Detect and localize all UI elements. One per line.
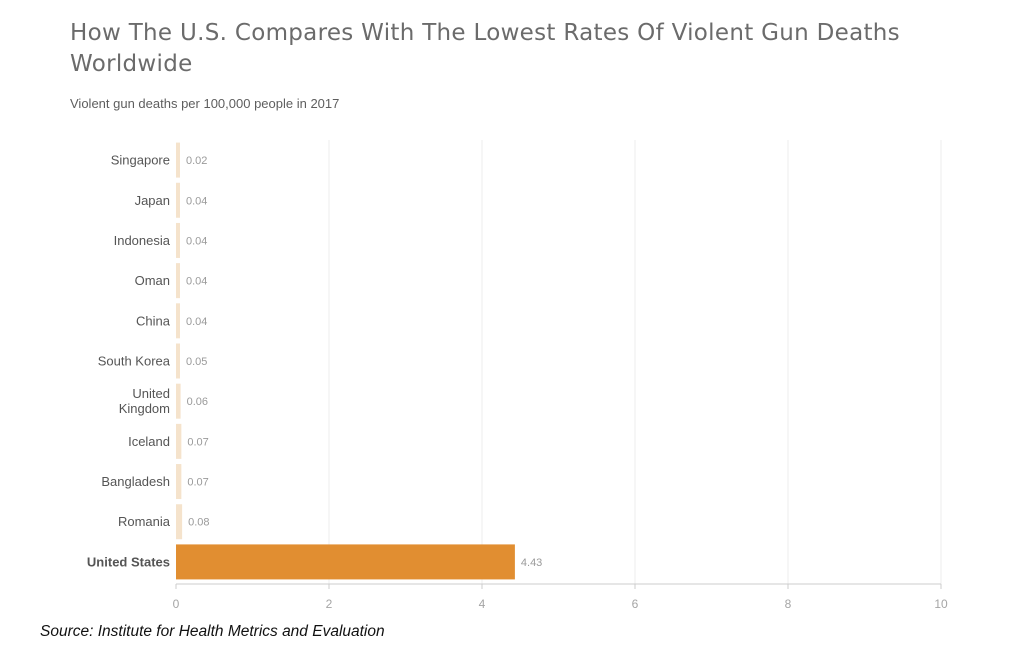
category-label-line: South Korea bbox=[98, 354, 171, 369]
bar bbox=[176, 222, 180, 258]
chart-subtitle: Violent gun deaths per 100,000 people in… bbox=[70, 96, 340, 111]
value-label: 0.04 bbox=[186, 276, 207, 288]
value-label: 0.04 bbox=[186, 235, 207, 247]
category-label: United States bbox=[87, 554, 170, 569]
category-label-line: United States bbox=[87, 554, 170, 569]
bar bbox=[176, 423, 182, 459]
bar bbox=[176, 383, 181, 419]
category-label: Romania bbox=[118, 514, 171, 529]
category-label: South Korea bbox=[98, 354, 171, 369]
value-label: 0.06 bbox=[187, 396, 208, 408]
value-label: 0.04 bbox=[186, 316, 207, 328]
category-label-line: Indonesia bbox=[114, 233, 171, 248]
category-label-line: Iceland bbox=[128, 434, 170, 449]
category-label-line: Singapore bbox=[111, 153, 170, 168]
x-tick-label: 10 bbox=[934, 597, 948, 611]
x-tick-label: 2 bbox=[326, 597, 333, 611]
bar bbox=[176, 182, 180, 218]
bar bbox=[176, 142, 180, 178]
category-label-line: Romania bbox=[118, 514, 171, 529]
bar bbox=[176, 303, 180, 339]
x-axis: 0 2 4 6 8 10 bbox=[173, 583, 948, 611]
category-label-line: China bbox=[136, 313, 171, 328]
category-label-line: Japan bbox=[135, 193, 170, 208]
x-tick-label: 8 bbox=[785, 597, 792, 611]
category-label: United Kingdom bbox=[119, 386, 170, 416]
value-label: 0.07 bbox=[187, 436, 208, 448]
category-label: Indonesia bbox=[114, 233, 171, 248]
bars bbox=[176, 142, 515, 580]
category-label-line: United bbox=[132, 386, 170, 401]
category-label: Japan bbox=[135, 193, 170, 208]
value-label: 4.43 bbox=[521, 557, 542, 569]
category-label: Bangladesh bbox=[101, 474, 170, 489]
category-label-line: Bangladesh bbox=[101, 474, 170, 489]
chart-title: How The U.S. Compares With The Lowest Ra… bbox=[70, 20, 900, 77]
bar bbox=[176, 544, 515, 580]
value-label: 0.05 bbox=[186, 356, 207, 368]
value-label: 0.07 bbox=[187, 477, 208, 489]
x-tick-label: 4 bbox=[479, 597, 486, 611]
category-label: Oman bbox=[135, 273, 170, 288]
bar bbox=[176, 464, 182, 500]
bar bbox=[176, 343, 180, 379]
category-label: Singapore bbox=[111, 153, 170, 168]
category-label: Iceland bbox=[128, 434, 170, 449]
category-label-line: Kingdom bbox=[119, 401, 170, 416]
value-label: 0.02 bbox=[186, 155, 207, 167]
value-label: 0.04 bbox=[186, 195, 207, 207]
x-tick-label: 6 bbox=[632, 597, 639, 611]
bar bbox=[176, 263, 180, 299]
category-label-line: Oman bbox=[135, 273, 170, 288]
gridlines bbox=[328, 140, 942, 584]
value-label: 0.08 bbox=[188, 517, 209, 529]
category-labels: Singapore Japan Indonesia Oman China South Ko… bbox=[87, 153, 171, 570]
x-tick-label: 0 bbox=[173, 597, 180, 611]
source-note: Source: Institute for Health Metrics and… bbox=[40, 623, 385, 640]
value-labels: 0.02 0.04 0.04 0.04 0.04 0.05 0.06 0.07 0.07 0.08… bbox=[186, 155, 542, 569]
category-label: China bbox=[136, 313, 171, 328]
bar bbox=[176, 504, 183, 540]
